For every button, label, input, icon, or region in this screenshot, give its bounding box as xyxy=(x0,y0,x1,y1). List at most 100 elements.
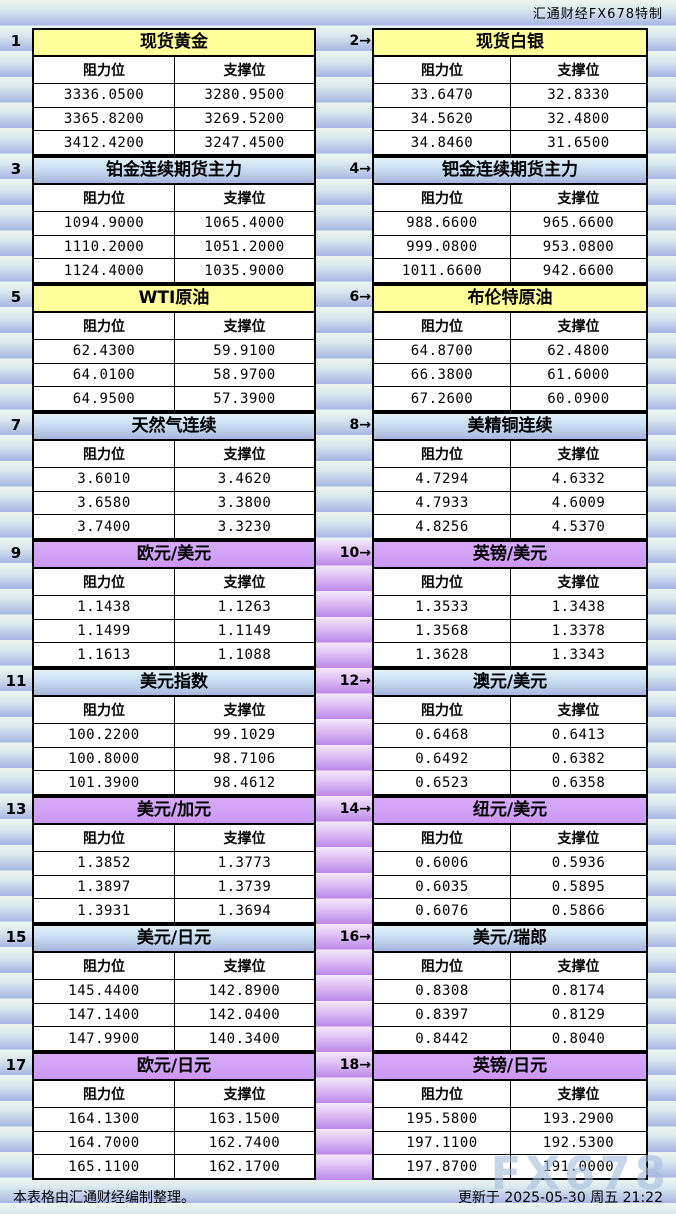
resistance-value: 197.8700 xyxy=(374,1154,510,1178)
support-header: 支撑位 xyxy=(510,185,646,211)
right-margin xyxy=(648,668,676,796)
support-value: 0.6413 xyxy=(510,723,646,747)
panel-title: 纽元/美元 xyxy=(374,798,646,825)
resistance-value: 165.1100 xyxy=(34,1154,174,1178)
resistance-value: 1.3568 xyxy=(374,618,510,643)
panel-欧元/美元: 欧元/美元 阻力位 支撑位 1.1438 1.1263 1.1499 1.1149 1.161… xyxy=(32,540,316,668)
resistance-value: 147.9900 xyxy=(34,1026,174,1050)
support-value: 140.3400 xyxy=(174,1026,314,1050)
separator xyxy=(316,796,336,924)
resistance-value: 145.4400 xyxy=(34,979,174,1003)
resistance-value: 0.8442 xyxy=(374,1026,510,1050)
panel-body: 阻力位 支撑位 1.3533 1.3438 1.3568 1.3378 1.3628 1.33… xyxy=(374,569,646,666)
support-value: 1.3773 xyxy=(174,851,314,875)
panel-body: 阻力位 支撑位 4.7294 4.6332 4.7933 4.6009 4.8256 4.53… xyxy=(374,441,646,538)
support-value: 3280.9500 xyxy=(174,83,314,107)
panel-铂金连续期货主力: 铂金连续期货主力 阻力位 支撑位 1094.9000 1065.4000 1110.200… xyxy=(32,156,316,284)
resistance-value: 34.8460 xyxy=(374,130,510,154)
panel-body: 阻力位 支撑位 0.8308 0.8174 0.8397 0.8129 0.8442 0.80… xyxy=(374,953,646,1050)
support-value: 193.2900 xyxy=(510,1107,646,1131)
panel-body: 阻力位 支撑位 1.3852 1.3773 1.3897 1.3739 1.3931 1.36… xyxy=(34,825,314,922)
support-value: 59.9100 xyxy=(174,339,314,363)
panel-title: 美元/瑞郎 xyxy=(374,926,646,953)
separator xyxy=(316,412,336,540)
support-value: 1.1088 xyxy=(174,642,314,666)
resistance-value: 64.9500 xyxy=(34,386,174,410)
panel-body: 阻力位 支撑位 1094.9000 1065.4000 1110.2000 1051.20… xyxy=(34,185,314,282)
resistance-header: 阻力位 xyxy=(34,825,174,851)
support-value: 1065.4000 xyxy=(174,211,314,235)
support-value: 192.5300 xyxy=(510,1130,646,1155)
resistance-value: 33.6470 xyxy=(374,83,510,107)
resistance-value: 66.3800 xyxy=(374,362,510,387)
panel-欧元/日元: 欧元/日元 阻力位 支撑位 164.1300 163.1500 164.7000 162.7… xyxy=(32,1052,316,1180)
support-value: 942.6600 xyxy=(510,258,646,282)
panel-number: 13 xyxy=(5,800,27,818)
resistance-value: 1094.9000 xyxy=(34,211,174,235)
resistance-value: 195.5800 xyxy=(374,1107,510,1131)
separator xyxy=(316,668,336,796)
resistance-value: 64.8700 xyxy=(374,339,510,363)
right-margin xyxy=(648,284,676,412)
support-header: 支撑位 xyxy=(174,1081,314,1107)
support-header: 支撑位 xyxy=(174,953,314,979)
resistance-header: 阻力位 xyxy=(374,697,510,723)
support-value: 32.4800 xyxy=(510,106,646,131)
panel-body: 阻力位 支撑位 62.4300 59.9100 64.0100 58.9700 64.950… xyxy=(34,313,314,410)
resistance-value: 1011.6600 xyxy=(374,258,510,282)
panel-body: 阻力位 支撑位 3336.0500 3280.9500 3365.8200 3269.52… xyxy=(34,57,314,154)
resistance-header: 阻力位 xyxy=(34,569,174,595)
panel-澳元/美元: 澳元/美元 阻力位 支撑位 0.6468 0.6413 0.6492 0.6382 0.652… xyxy=(372,668,648,796)
panel-number: 10→ xyxy=(336,540,372,668)
panel-title: 铂金连续期货主力 xyxy=(34,158,314,185)
resistance-value: 164.1300 xyxy=(34,1107,174,1131)
resistance-value: 62.4300 xyxy=(34,339,174,363)
panel-钯金连续期货主力: 钯金连续期货主力 阻力位 支撑位 988.6600 965.6600 999.0800 95… xyxy=(372,156,648,284)
support-header: 支撑位 xyxy=(510,1081,646,1107)
panel-title: 现货黄金 xyxy=(34,30,314,57)
panel-英镑/日元: 英镑/日元 阻力位 支撑位 195.5800 193.2900 197.1100 192.5… xyxy=(372,1052,648,1180)
support-value: 1.3343 xyxy=(510,642,646,666)
right-margin xyxy=(648,540,676,668)
support-value: 0.8040 xyxy=(510,1026,646,1050)
support-value: 57.3900 xyxy=(174,386,314,410)
panel-title: 钯金连续期货主力 xyxy=(374,158,646,185)
support-value: 3247.4500 xyxy=(174,130,314,154)
support-value: 1.3739 xyxy=(174,874,314,899)
resistance-value: 0.6523 xyxy=(374,770,510,794)
support-value: 0.5936 xyxy=(510,851,646,875)
panel-title: 美精铜连续 xyxy=(374,414,646,441)
support-header: 支撑位 xyxy=(510,953,646,979)
separator xyxy=(316,156,336,284)
resistance-header: 阻力位 xyxy=(34,1081,174,1107)
support-value: 162.7400 xyxy=(174,1130,314,1155)
update-time: 更新于 2025-05-30 周五 21:22 xyxy=(457,1190,663,1206)
support-value: 191.0000 xyxy=(510,1154,646,1178)
panel-body: 阻力位 支撑位 33.6470 32.8330 34.5620 32.4800 34.846… xyxy=(374,57,646,154)
panel-title: 欧元/日元 xyxy=(34,1054,314,1081)
separator xyxy=(316,540,336,668)
resistance-header: 阻力位 xyxy=(34,185,174,211)
resistance-value: 101.3900 xyxy=(34,770,174,794)
resistance-header: 阻力位 xyxy=(374,185,510,211)
support-value: 1035.9000 xyxy=(174,258,314,282)
panel-number: 8→ xyxy=(349,417,371,433)
section-row: 17 欧元/日元 阻力位 支撑位 164.1300 163.1500 164.7000 162… xyxy=(0,1052,676,1180)
panel-美元/加元: 美元/加元 阻力位 支撑位 1.3852 1.3773 1.3897 1.3739 1.393… xyxy=(32,796,316,924)
resistance-value: 0.6468 xyxy=(374,723,510,747)
support-header: 支撑位 xyxy=(510,313,646,339)
support-header: 支撑位 xyxy=(174,697,314,723)
separator xyxy=(316,28,336,156)
support-value: 0.6382 xyxy=(510,746,646,771)
footer-note: 本表格由汇通财经编制整理。 xyxy=(13,1190,195,1206)
support-value: 142.0400 xyxy=(174,1002,314,1027)
panel-number: 7 xyxy=(10,416,22,434)
right-margin xyxy=(648,924,676,1052)
section-row: 13 美元/加元 阻力位 支撑位 1.3852 1.3773 1.3897 1.3739 1.3… xyxy=(0,796,676,924)
support-value: 1.1149 xyxy=(174,618,314,643)
support-value: 4.5370 xyxy=(510,514,646,538)
support-value: 3.4620 xyxy=(174,467,314,491)
support-value: 4.6009 xyxy=(510,490,646,515)
panel-body: 阻力位 支撑位 0.6468 0.6413 0.6492 0.6382 0.6523 0.63… xyxy=(374,697,646,794)
